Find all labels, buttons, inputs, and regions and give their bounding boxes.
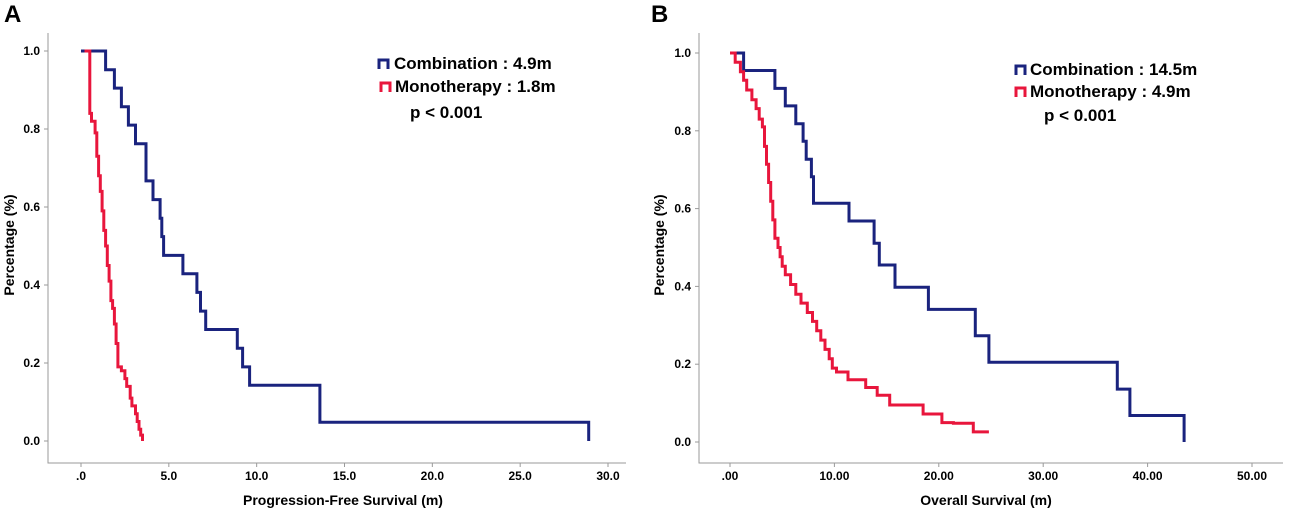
panel-b-y-tick-label: 0.2	[674, 357, 691, 371]
panel-a-y-tick-label: 0.0	[23, 434, 40, 448]
panel-a-legend-swatch-monotherapy	[379, 81, 392, 92]
panel-a-x-axis-title: Progression-Free Survival (m)	[243, 492, 443, 508]
panel-b-x-tick-label: .00	[722, 469, 739, 483]
panel-b-legend-monotherapy: Monotherapy : 4.9m	[1030, 82, 1191, 101]
panel-a-legend-swatch-combination	[377, 58, 390, 69]
panel-b-y-axis-title: Percentage (%)	[651, 194, 667, 295]
panel-a-x-tick-label: 15.0	[333, 469, 357, 483]
panel-a-x-tick-label: 30.0	[596, 469, 620, 483]
panel-a-y-axis-title: Percentage (%)	[1, 194, 17, 295]
panel-b-x-tick-label: 50.00	[1237, 469, 1267, 483]
panel-b-axis-frame	[698, 33, 1283, 464]
panel-a-p-value: p < 0.001	[410, 103, 482, 122]
panel-b-chart: B Percentage (%) Overall Survival (m) 0.…	[651, 1, 1283, 508]
panel-b-legend-swatch-combination	[1014, 64, 1027, 75]
panel-b-x-axis-title: Overall Survival (m)	[920, 492, 1052, 508]
panel-a-y-tick-label: 1.0	[23, 44, 40, 58]
panel-b-p-value: p < 0.001	[1044, 106, 1116, 125]
panel-a-chart: A Percentage (%) Progression-Free Surviv…	[1, 1, 626, 508]
panel-a-y-tick-label: 0.2	[23, 356, 40, 370]
panel-b-curves	[730, 51, 1186, 442]
panel-a-combination-curve	[81, 49, 591, 441]
panel-b-y-tick-label: 1.0	[674, 46, 691, 60]
panel-b-y-tick-label: 0.8	[674, 124, 691, 138]
panel-a-label: A	[4, 1, 21, 28]
panel-a-axes: 0.0 0.2 0.4 0.6 0.8 1.0 .0 5.0 10.0 15.0 20.0 25.0 3…	[23, 33, 626, 483]
panel-b-label: B	[651, 1, 668, 28]
panel-a-x-tick-label: 5.0	[160, 469, 177, 483]
panel-a-x-tick-label: 25.0	[508, 469, 532, 483]
panel-a-x-tick-label: .0	[76, 469, 86, 483]
panel-a-curves	[81, 49, 591, 441]
panel-b-y-tick-label: 0.0	[674, 435, 691, 449]
panel-b-axes: 0.0 0.2 0.4 0.6 0.8 1.0 .00 10.00 20.00 30.00 40.0…	[674, 33, 1283, 483]
panel-a-axis-frame	[47, 33, 626, 464]
panel-a-y-tick-label: 0.8	[23, 122, 40, 136]
panel-a-legend-monotherapy: Monotherapy : 1.8m	[395, 77, 556, 96]
panel-b-legend: Combination : 14.5m Monotherapy : 4.9m p…	[1014, 60, 1197, 125]
panel-b-legend-swatch-monotherapy	[1014, 86, 1027, 97]
panel-b-x-tick-label: 10.00	[819, 469, 849, 483]
panel-b-x-tick-label: 30.00	[1028, 469, 1058, 483]
panel-a-legend: Combination : 4.9m Monotherapy : 1.8m p …	[377, 54, 556, 122]
panel-a-x-tick-label: 10.0	[245, 469, 269, 483]
panel-a-monotherapy-curve	[84, 49, 144, 441]
panel-a-legend-combination: Combination : 4.9m	[394, 54, 552, 73]
panel-b-x-tick-label: 20.00	[924, 469, 954, 483]
panel-b-legend-combination: Combination : 14.5m	[1030, 60, 1197, 79]
panel-b-y-tick-label: 0.6	[674, 202, 691, 216]
panel-b-monotherapy-curve	[730, 51, 989, 434]
panel-b-y-tick-label: 0.4	[674, 279, 691, 293]
panel-a-y-tick-label: 0.4	[23, 278, 40, 292]
panel-a-x-tick-label: 20.0	[421, 469, 445, 483]
panel-b-combination-curve	[730, 51, 1186, 442]
panel-a-y-tick-label: 0.6	[23, 200, 40, 214]
panel-b-x-tick-label: 40.00	[1133, 469, 1163, 483]
